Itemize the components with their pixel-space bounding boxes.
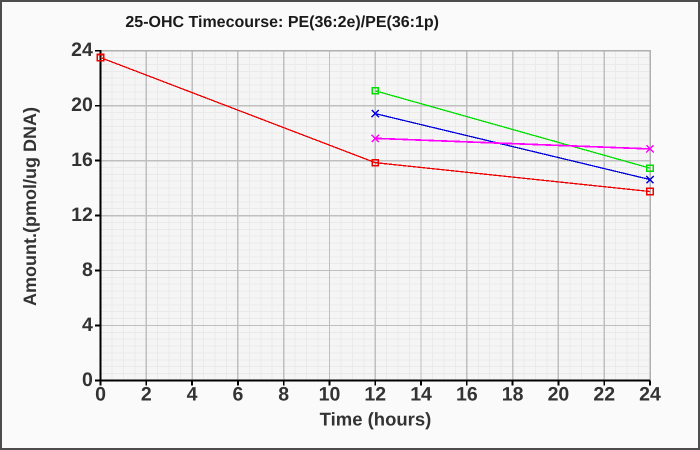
svg-text:4: 4 bbox=[82, 314, 93, 336]
svg-text:8: 8 bbox=[278, 384, 289, 406]
svg-text:12: 12 bbox=[71, 204, 93, 226]
svg-text:Time (hours): Time (hours) bbox=[320, 408, 432, 429]
svg-text:6: 6 bbox=[232, 384, 243, 406]
svg-text:25-OHC Timecourse: PE(36:2e)/P: 25-OHC Timecourse: PE(36:2e)/PE(36:1p) bbox=[125, 14, 439, 31]
svg-text:18: 18 bbox=[502, 384, 524, 406]
svg-text:8: 8 bbox=[82, 259, 93, 281]
svg-text:24: 24 bbox=[71, 39, 93, 61]
svg-text:2: 2 bbox=[141, 384, 152, 406]
svg-text:16: 16 bbox=[71, 149, 93, 171]
svg-text:14: 14 bbox=[410, 384, 432, 406]
svg-text:Amount.(pmol/ug DNA): Amount.(pmol/ug DNA) bbox=[20, 107, 40, 306]
svg-text:22: 22 bbox=[593, 384, 615, 406]
svg-text:0: 0 bbox=[95, 384, 106, 406]
svg-text:16: 16 bbox=[456, 384, 478, 406]
svg-text:4: 4 bbox=[187, 384, 198, 406]
svg-text:24: 24 bbox=[639, 384, 661, 406]
svg-text:0: 0 bbox=[82, 369, 93, 391]
svg-text:20: 20 bbox=[71, 94, 93, 116]
svg-text:20: 20 bbox=[548, 384, 570, 406]
svg-text:10: 10 bbox=[319, 384, 341, 406]
svg-text:12: 12 bbox=[364, 384, 386, 406]
